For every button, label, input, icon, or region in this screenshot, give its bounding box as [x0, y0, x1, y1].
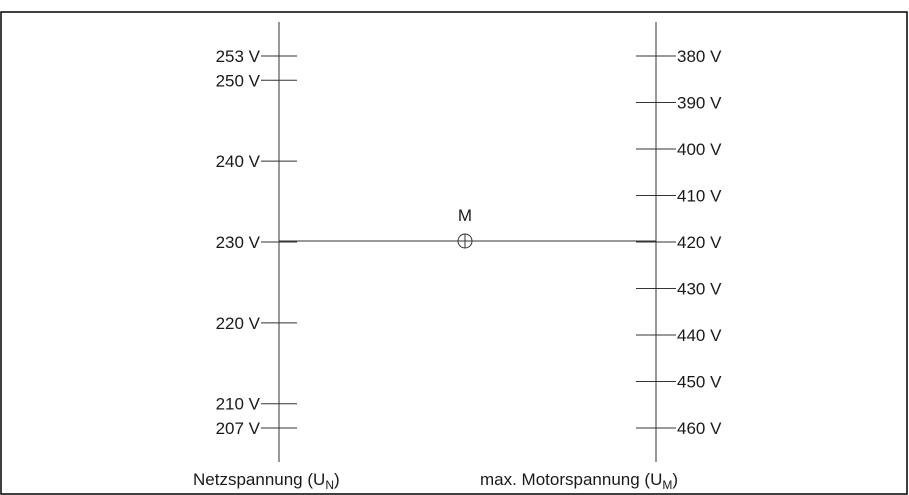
right-tick-label: 440 V	[677, 326, 722, 345]
right-tick-label: 380 V	[677, 47, 722, 66]
right-tick-label: 390 V	[677, 94, 722, 113]
right-tick-label: 410 V	[677, 187, 722, 206]
left-tick-label: 230 V	[216, 233, 261, 252]
connector: M	[279, 206, 656, 249]
left-tick-label: 207 V	[216, 419, 261, 438]
left-tick-label: 210 V	[216, 395, 261, 414]
right-tick-label: 400 V	[677, 140, 722, 159]
left-tick-label: 250 V	[216, 71, 261, 90]
frame-border	[0, 11, 908, 495]
right-tick-label: 460 V	[677, 419, 722, 438]
left-tick-label: 240 V	[216, 152, 261, 171]
right-axis-caption: max. Motorspannung (UM)	[480, 470, 678, 492]
right-tick-label: 420 V	[677, 233, 722, 252]
right-tick-label: 450 V	[677, 373, 722, 392]
left-tick-label: 253 V	[216, 47, 261, 66]
right-scale: 380 V 390 V 400 V 410 V 420 V 430 V 440 V 450 V…	[480, 22, 722, 492]
marker-label: M	[458, 206, 472, 225]
left-axis-caption: Netzspannung (UN)	[193, 470, 340, 492]
right-tick-label: 430 V	[677, 280, 722, 299]
left-scale: 253 V 250 V 240 V 230 V 220 V 210 V 207 V Netz…	[193, 22, 340, 492]
left-tick-label: 220 V	[216, 314, 261, 333]
